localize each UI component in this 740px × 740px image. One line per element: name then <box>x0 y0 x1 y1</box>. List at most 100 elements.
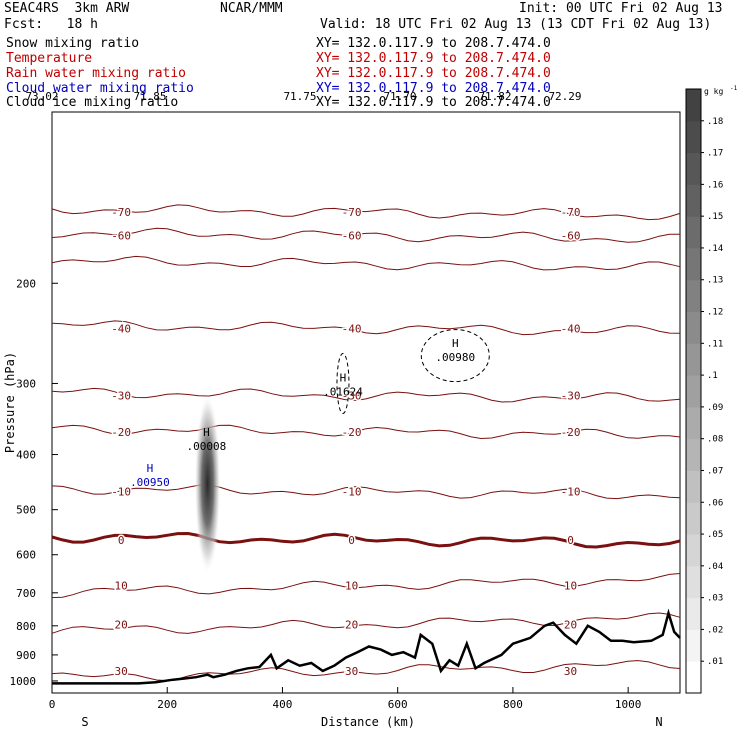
temperature-contour-label: -30 <box>561 390 581 403</box>
forecast-hour: Fcst: 18 h <box>4 17 98 32</box>
colorbar-tick-label: .15 <box>707 212 723 222</box>
colorbar-swatch <box>686 279 701 313</box>
maximum-value-label: .00950 <box>130 476 170 489</box>
temperature-contour-label: -10 <box>561 486 581 499</box>
y-tick-label: 200 <box>16 277 36 290</box>
temperature-contour <box>51 660 681 682</box>
maximum-value-label: .00980 <box>435 351 475 364</box>
colorbar-tick-label: .13 <box>707 276 723 286</box>
top-value-label: 73.02 <box>25 90 58 103</box>
colorbar-swatch <box>686 120 701 154</box>
temperature-contour-label: -60 <box>111 230 131 243</box>
valid-time: Valid: 18 UTC Fri 02 Aug 13 (13 CDT Fri … <box>320 17 712 32</box>
legend-snow-label: Snow mixing ratio <box>6 36 140 51</box>
top-value-label: 72.29 <box>548 90 581 103</box>
legend-temperature-xy: XY= 132.0.117.9 to 208.7.474.0 <box>316 51 551 66</box>
organization-label: NCAR/MMM <box>220 1 283 16</box>
temperature-contour <box>51 255 681 271</box>
colorbar-tick-label: .12 <box>707 308 723 318</box>
colorbar-swatch <box>686 470 701 503</box>
colorbar-swatch <box>686 89 701 122</box>
maximum-marker: H <box>147 462 154 475</box>
colorbar-swatch <box>686 534 701 567</box>
temperature-contour-label: -30 <box>342 390 362 403</box>
y-axis-label: Pressure (hPa) <box>3 352 17 453</box>
y-tick-label: 700 <box>16 587 36 600</box>
temperature-contour-label: 0 <box>348 534 355 547</box>
temperature-contour <box>51 204 681 221</box>
maximum-marker: H <box>203 426 210 439</box>
colorbar-tick-label: .14 <box>707 244 723 254</box>
colorbar-swatch <box>686 597 701 630</box>
terrain-line <box>52 608 681 685</box>
colorbar-tick-label: .09 <box>707 403 723 413</box>
legend-cloud-ice-xy: XY= 132.0.117.9 to 208.7.474.0 <box>316 95 551 110</box>
colorbar-unit-label: g kg <box>704 87 723 96</box>
colorbar-tick-label: .04 <box>707 562 723 572</box>
colorbar-tick-label: .18 <box>707 117 723 127</box>
legend-snow-xy: XY= 132.0.117.9 to 208.7.474.0 <box>316 36 551 51</box>
temperature-contour-label: -40 <box>342 322 362 335</box>
x-tick-label: 600 <box>388 698 408 711</box>
temperature-contour <box>51 320 681 336</box>
temperature-contour <box>51 484 681 500</box>
colorbar-tick-label: .11 <box>707 339 723 349</box>
y-tick-label: 300 <box>16 377 36 390</box>
legend-rain-xy: XY= 132.0.117.9 to 208.7.474.0 <box>316 66 551 81</box>
colorbar-tick-label: .07 <box>707 466 723 476</box>
colorbar-frame <box>685 88 702 694</box>
colorbar-tick-label: .1 <box>707 371 718 381</box>
temperature-contour <box>51 612 681 634</box>
temperature-contour-label: -20 <box>342 426 362 439</box>
colorbar-tick-label: .17 <box>707 149 723 159</box>
y-tick-label: 600 <box>16 549 36 562</box>
init-time: Init: 00 UTC Fri 02 Aug 13 <box>519 1 723 16</box>
top-value-label: 71.75 <box>283 90 316 103</box>
colorbar-swatch <box>686 216 701 249</box>
maximum-value-label: .01624 <box>323 386 363 399</box>
y-tick-label: 400 <box>16 449 36 462</box>
temperature-contour-label: 0 <box>567 534 574 547</box>
colorbar-tick-label: .03 <box>707 594 723 604</box>
temperature-contour-label: -70 <box>111 206 131 219</box>
cloud-ice-contour <box>420 329 490 383</box>
colorbar-swatch <box>686 375 701 408</box>
y-tick-label: 800 <box>16 620 36 633</box>
temperature-contour-label: 30 <box>115 665 128 678</box>
legend-rain-label: Rain water mixing ratio <box>6 66 187 81</box>
x-tick-label: 400 <box>273 698 293 711</box>
top-value-label: 71.70 <box>383 90 416 103</box>
colorbar-swatch <box>686 438 701 471</box>
temperature-contour-label: -30 <box>111 390 131 403</box>
temperature-contour-label: -70 <box>342 206 362 219</box>
colorbar-tick-label: .02 <box>707 625 723 635</box>
colorbar-swatch <box>686 184 701 217</box>
colorbar-swatch <box>686 406 701 440</box>
temperature-contour-label: 30 <box>345 665 358 678</box>
x-tick-label: 1000 <box>615 698 642 711</box>
colorbar-swatch <box>686 152 701 185</box>
colorbar-swatch <box>686 247 701 281</box>
x-tick-label: 0 <box>49 698 56 711</box>
temperature-contour-label: 20 <box>564 618 577 631</box>
temperature-contour-label: 20 <box>115 618 128 631</box>
temperature-contour <box>51 424 681 440</box>
temperature-contour-label: 0 <box>118 534 125 547</box>
colorbar-tick-label: .01 <box>707 657 723 667</box>
temperature-contour <box>51 573 681 599</box>
colorbar-swatch <box>686 661 701 694</box>
north-label: N <box>655 715 662 729</box>
x-axis-label: Distance (km) <box>321 715 415 729</box>
legend-cloud-ice-label: Cloud ice mixing ratio <box>6 95 179 110</box>
temperature-contour-label: 30 <box>564 665 577 678</box>
temperature-contour-label: -40 <box>561 322 581 335</box>
colorbar-swatch <box>686 629 701 662</box>
colorbar-swatch <box>686 565 701 599</box>
colorbar-swatch <box>686 311 701 344</box>
temperature-contour-label: -20 <box>111 426 131 439</box>
legend-cloud-water-label: Cloud water mixing ratio <box>6 81 194 96</box>
snow-shading-max <box>194 393 221 574</box>
maximum-value-label: .00008 <box>187 440 227 453</box>
